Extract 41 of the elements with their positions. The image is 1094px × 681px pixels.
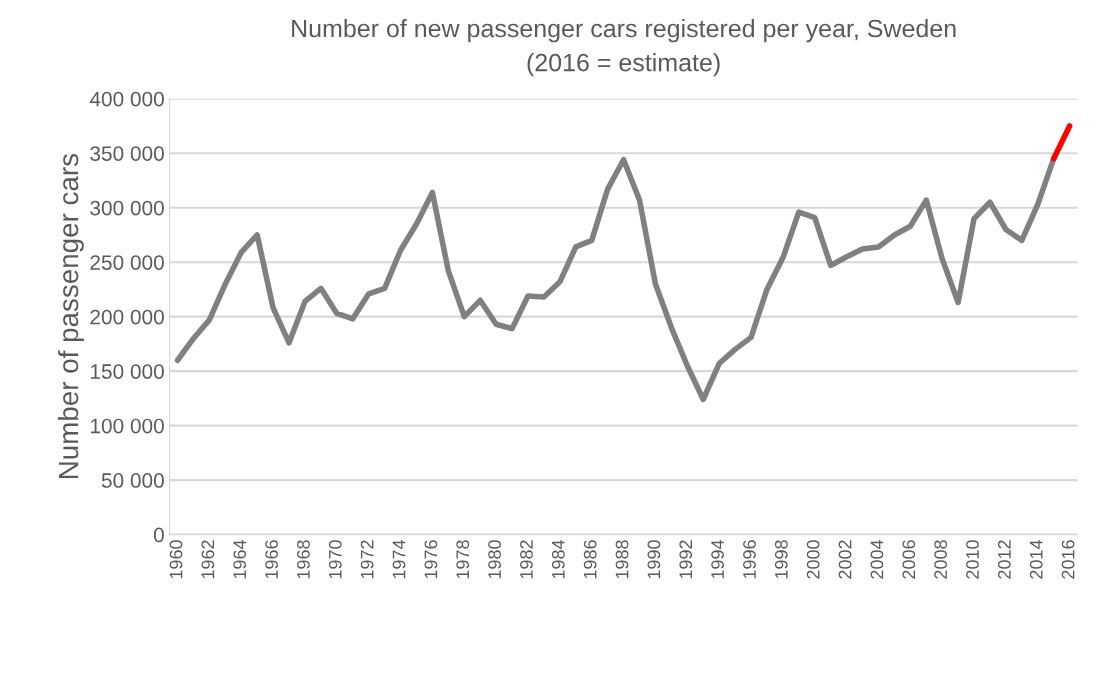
x-tick-label: 2010	[966, 540, 979, 579]
y-tick-label: 400 000	[89, 91, 164, 107]
x-tick-label: 2004	[870, 539, 884, 579]
y-axis-title: Number of passenger cars	[57, 154, 84, 479]
y-tick-label: 100 000	[91, 418, 164, 434]
x-tick-label: 1972	[360, 540, 374, 579]
x-tick-label: 1998	[774, 540, 788, 579]
x-tick-label: 1970	[328, 540, 342, 579]
y-tick-label: 200 000	[90, 309, 164, 325]
x-tick-label: 1964	[233, 539, 247, 579]
chart-title: Number of new passenger cars registered per year, Sweden	[292, 18, 956, 43]
y-tick-label: 0	[153, 527, 164, 543]
y-tick-label: 150 000	[91, 364, 164, 379]
x-tick-label: 2012	[997, 540, 1011, 579]
x-tick-label: 1976	[424, 540, 438, 579]
x-tick-label: 2002	[838, 540, 852, 579]
x-tick-label: 1968	[297, 540, 310, 579]
x-tick-label: 1962	[201, 540, 215, 579]
x-tick-label: 1982	[520, 540, 533, 579]
chart-subtitle: (2016 = estimate)	[527, 53, 720, 77]
x-tick-label: 2014	[1029, 539, 1043, 579]
x-tick-label: 1974	[392, 539, 406, 579]
y-tick-label: 50 000	[101, 473, 164, 488]
x-tick-label: 2006	[902, 540, 916, 579]
x-tick-label: 1978	[456, 540, 470, 579]
x-tick-label: 1994	[711, 539, 725, 579]
x-tick-label: 1966	[265, 540, 278, 579]
x-tick-label: 1980	[488, 540, 501, 579]
x-tick-label: 2016	[1061, 540, 1075, 579]
y-tick-label: 250 000	[90, 255, 164, 270]
x-tick-label: 1992	[679, 540, 693, 579]
y-tick-label: 300 000	[90, 200, 164, 216]
x-tick-label: 2008	[934, 540, 948, 579]
x-tick-label: 1986	[583, 540, 597, 579]
x-tick-label: 2000	[806, 540, 820, 579]
x-tick-label: 1960	[169, 540, 183, 579]
x-tick-label: 1990	[647, 540, 661, 579]
x-tick-label: 1988	[615, 540, 629, 579]
x-tick-label: 1996	[743, 540, 756, 579]
y-tick-label: 350 000	[90, 146, 164, 161]
x-tick-label: 1984	[551, 539, 565, 579]
